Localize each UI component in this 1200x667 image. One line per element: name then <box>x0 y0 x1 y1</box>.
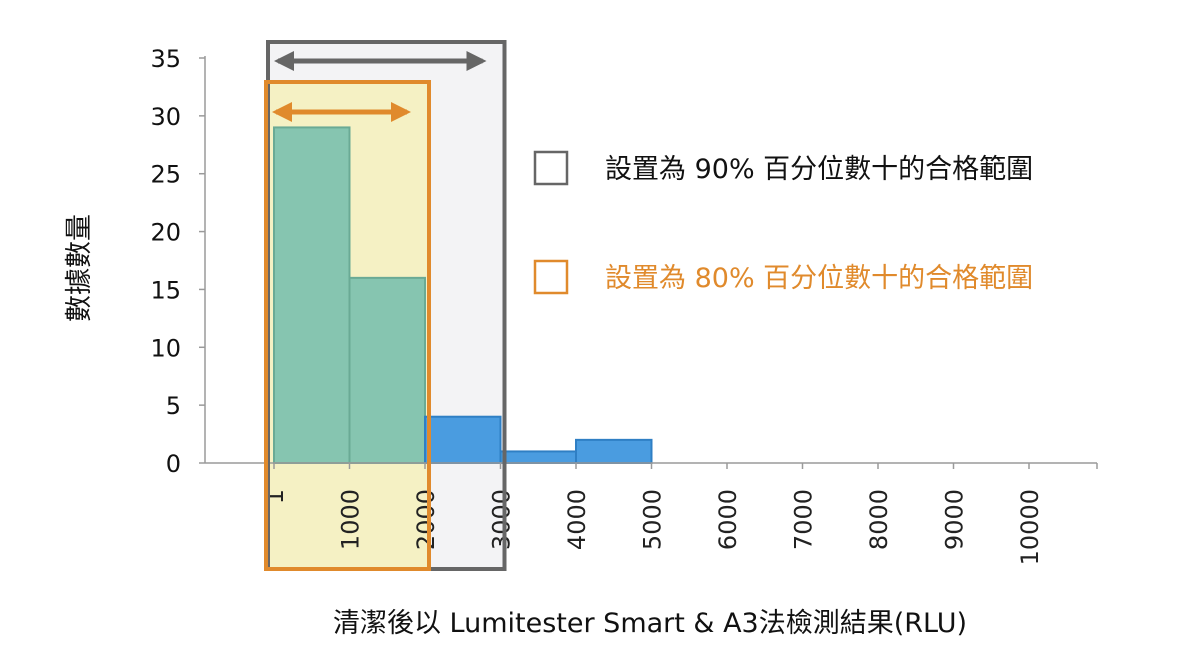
x-tick-label: 6000 <box>714 489 742 550</box>
y-tick-label: 25 <box>150 161 181 189</box>
x-tick-label: 7000 <box>790 489 818 550</box>
x-tick-label: 3000 <box>488 489 516 550</box>
y-tick-label: 15 <box>150 276 181 304</box>
x-tick-label: 4000 <box>563 489 591 550</box>
x-axis-title: 清潔後以 Lumitester Smart & A3法檢測結果(RLU) <box>333 608 967 639</box>
y-tick-label: 35 <box>150 45 181 73</box>
legend-swatch-90 <box>533 150 569 186</box>
y-tick-label: 30 <box>150 103 181 131</box>
histogram-bar <box>348 276 426 464</box>
y-tick-label: 5 <box>166 392 181 420</box>
x-tick-label: 2000 <box>412 489 440 550</box>
histogram-bar <box>424 415 502 465</box>
range-frame-80 <box>264 80 431 571</box>
histogram-bar <box>575 438 653 465</box>
histogram-bar <box>273 126 351 465</box>
legend-swatch-80 <box>533 259 569 295</box>
histogram-bar <box>499 450 577 464</box>
x-tick-label: 9000 <box>941 489 969 550</box>
y-tick-label: 10 <box>150 334 181 362</box>
x-tick-label: 5000 <box>639 489 667 550</box>
legend-label-80: 設置為 80% 百分位數十的合格範圍 <box>605 263 1033 294</box>
y-axis-title: 數據數量 <box>64 214 95 322</box>
y-tick-label: 20 <box>150 219 181 247</box>
x-tick-label: 8000 <box>865 489 893 550</box>
x-tick-label: 1000 <box>337 489 365 550</box>
x-tick-label: 10000 <box>1016 489 1044 565</box>
legend-label-90: 設置為 90% 百分位數十的合格範圍 <box>605 154 1033 185</box>
y-tick-label: 0 <box>166 450 181 478</box>
